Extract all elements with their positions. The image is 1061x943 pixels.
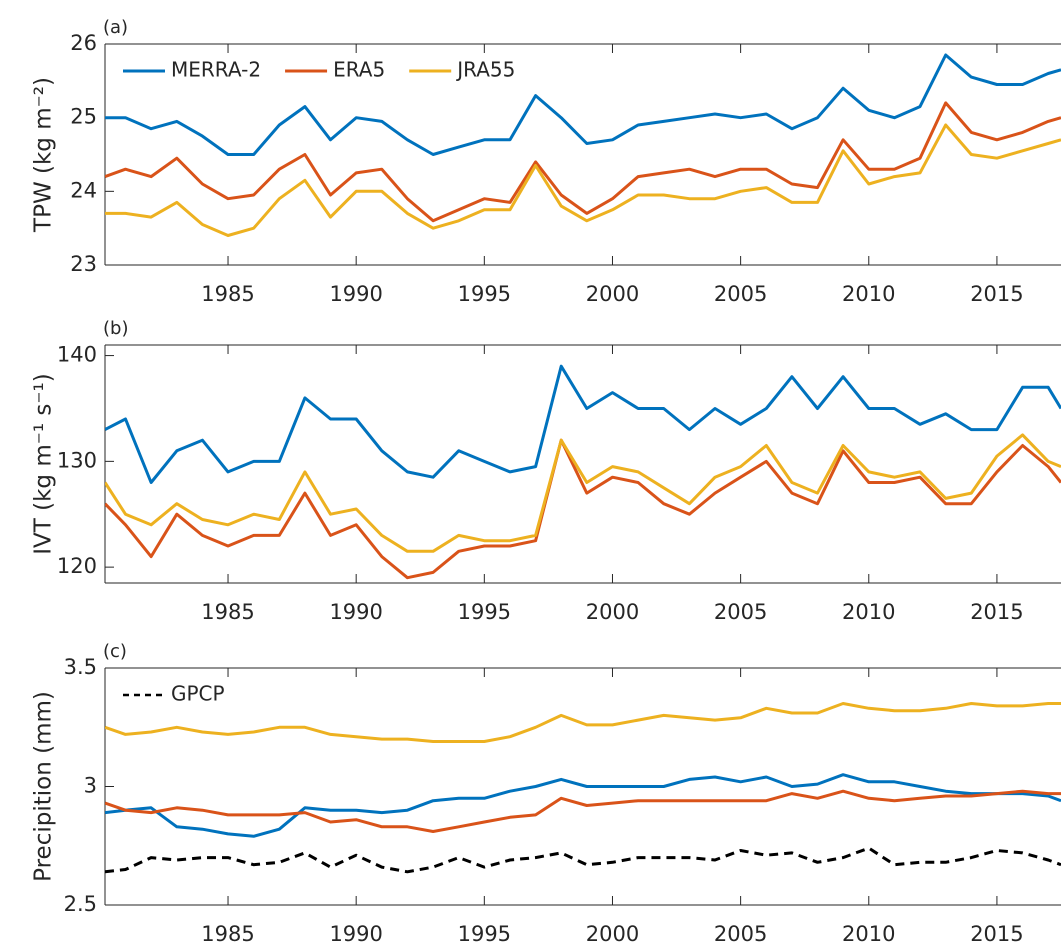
y-tick-label: 3: [84, 774, 97, 798]
y-tick-label: 3.5: [64, 655, 97, 679]
x-tick-label: 2015: [970, 922, 1023, 943]
x-tick-label: 2000: [586, 600, 639, 624]
y-axis-label: Precipition (mm): [31, 691, 57, 882]
x-tick-label: 1990: [329, 922, 382, 943]
panel-label: (a): [103, 17, 128, 38]
x-tick-label: 2005: [714, 922, 767, 943]
plot-area: [105, 53, 1061, 237]
y-tick-label: 23: [70, 252, 97, 276]
series-line: [105, 364, 1061, 484]
x-tick-label: 2000: [586, 282, 639, 306]
y-tick-label: 2.5: [64, 892, 97, 916]
x-tick-label: 2015: [970, 600, 1023, 624]
series-line: [105, 123, 1061, 237]
series-line: [105, 438, 1061, 580]
series-line: [105, 789, 1061, 833]
series-line: [105, 101, 1061, 223]
legend-label: JRA55: [455, 58, 515, 82]
x-tick-label: 2000: [586, 922, 639, 943]
y-tick-label: 140: [57, 343, 97, 367]
x-tick-label: 2015: [970, 282, 1023, 306]
series-line: [105, 773, 1061, 838]
y-tick-label: 26: [70, 31, 97, 55]
y-tick-label: 24: [70, 178, 97, 202]
legend-label: GPCP: [171, 682, 225, 706]
y-tick-label: 130: [57, 448, 97, 472]
series-line: [105, 702, 1061, 743]
y-tick-label: 120: [57, 554, 97, 578]
x-tick-label: 1990: [329, 282, 382, 306]
x-tick-label: 2010: [842, 922, 895, 943]
x-tick-label: 2005: [714, 282, 767, 306]
legend-label: ERA5: [333, 58, 385, 82]
x-tick-label: 1995: [458, 922, 511, 943]
series-line: [105, 846, 1061, 874]
plot-area: [105, 702, 1061, 874]
x-tick-label: 2010: [842, 282, 895, 306]
series-line: [105, 433, 1061, 553]
series-line: [105, 53, 1061, 156]
x-tick-label: 1995: [458, 600, 511, 624]
plot-area: [105, 364, 1061, 580]
y-tick-label: 25: [70, 105, 97, 129]
x-tick-label: 1985: [201, 600, 254, 624]
x-tick-label: 2010: [842, 600, 895, 624]
legend-label: MERRA-2: [171, 58, 261, 82]
x-tick-label: 1985: [201, 922, 254, 943]
x-tick-label: 1985: [201, 282, 254, 306]
y-axis-label: TPW (kg m⁻²): [31, 77, 57, 233]
x-tick-label: 1990: [329, 600, 382, 624]
x-tick-label: 2005: [714, 600, 767, 624]
panel-label: (c): [103, 641, 127, 662]
panel-label: (b): [103, 318, 128, 339]
x-tick-label: 1995: [458, 282, 511, 306]
y-axis-label: IVT (kg m⁻¹ s⁻¹): [31, 373, 57, 554]
